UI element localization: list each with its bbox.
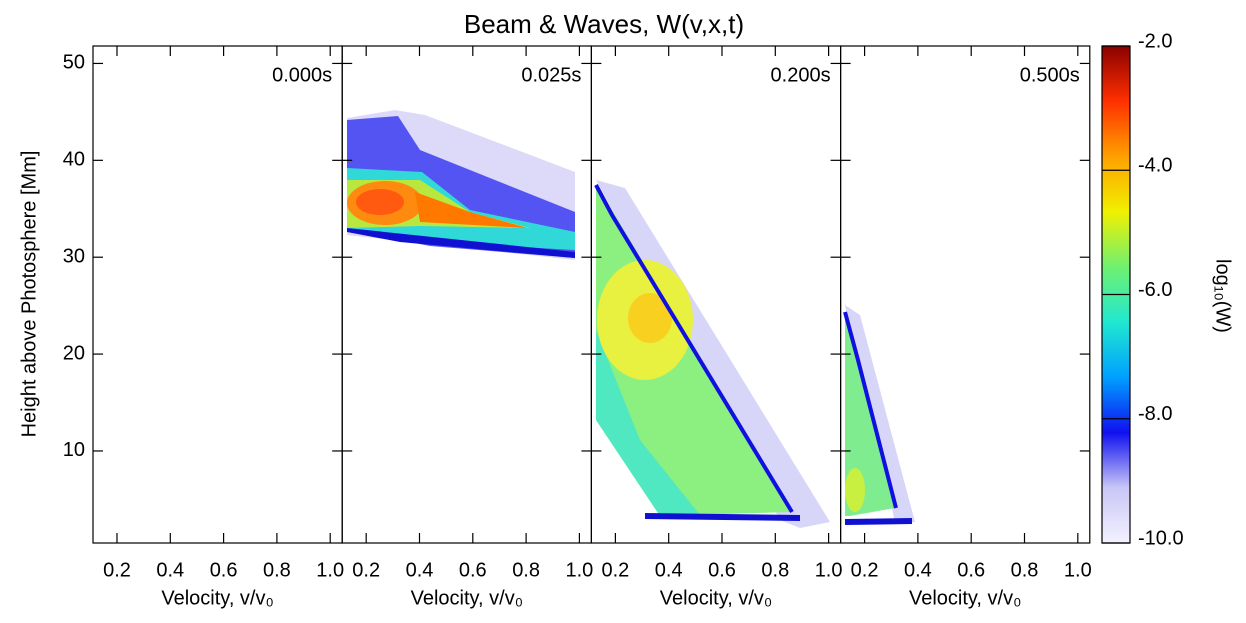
x-tick-label: 1.0 [566,559,594,581]
x-tick-label: 0.4 [904,559,932,581]
y-axis-label: Height above Photosphere [Mm] [18,151,40,438]
colorbar-tick-label: -8.0 [1138,403,1172,425]
x-tick-label: 0.8 [512,559,540,581]
x-tick-label: 0.6 [210,559,238,581]
y-tick-label: 50 [63,52,85,74]
x-tick-label: 1.0 [815,559,843,581]
x-tick-label: 0.4 [655,559,683,581]
x-tick-label: 0.6 [459,559,487,581]
panel-label: 0.500s [1020,64,1080,86]
x-tick-label: 0.6 [708,559,736,581]
colorbar-tick-label: -2.0 [1138,30,1172,52]
chart-title: Beam & Waves, W(v,x,t) [464,9,744,39]
x-tick-label: 0.2 [352,559,380,581]
x-axis-label: Velocity, v/v₀ [161,587,273,609]
x-tick-label: 0.4 [406,559,434,581]
x-tick-label: 0.8 [1011,559,1039,581]
panel-frame [92,45,343,544]
x-tick-label: 0.2 [601,559,629,581]
y-tick-label: 10 [63,439,85,461]
x-tick-label: 0.6 [957,559,985,581]
x-axis-label: Velocity, v/v₀ [909,587,1021,609]
x-tick-label: 0.8 [761,559,789,581]
x-tick-label: 1.0 [1064,559,1092,581]
x-tick-label: 0.4 [156,559,184,581]
panel-label: 0.025s [521,64,581,86]
x-axis-label: Velocity, v/v₀ [660,587,772,609]
colorbar-label: log₁₀(W) [1212,259,1234,333]
y-tick-label: 20 [63,342,85,364]
x-axis-label: Velocity, v/v₀ [411,587,523,609]
y-tick-label: 40 [63,149,85,171]
field-panel-4 [843,305,915,525]
panel-frame [839,45,1091,544]
field-panel-3 [594,180,830,528]
x-tick-label: 0.2 [851,559,879,581]
colorbar-tick-label: -4.0 [1138,155,1172,177]
field-panel-2 [347,110,575,260]
panel-label: 0.200s [771,64,831,86]
x-tick-label: 0.2 [103,559,131,581]
colorbar-tick-label: -10.0 [1138,527,1184,549]
x-tick-label: 1.0 [316,559,344,581]
panel-label: 0.000s [272,64,332,86]
x-tick-label: 0.8 [263,559,291,581]
colorbar-tick-label: -6.0 [1138,279,1172,301]
y-tick-label: 30 [63,245,85,267]
